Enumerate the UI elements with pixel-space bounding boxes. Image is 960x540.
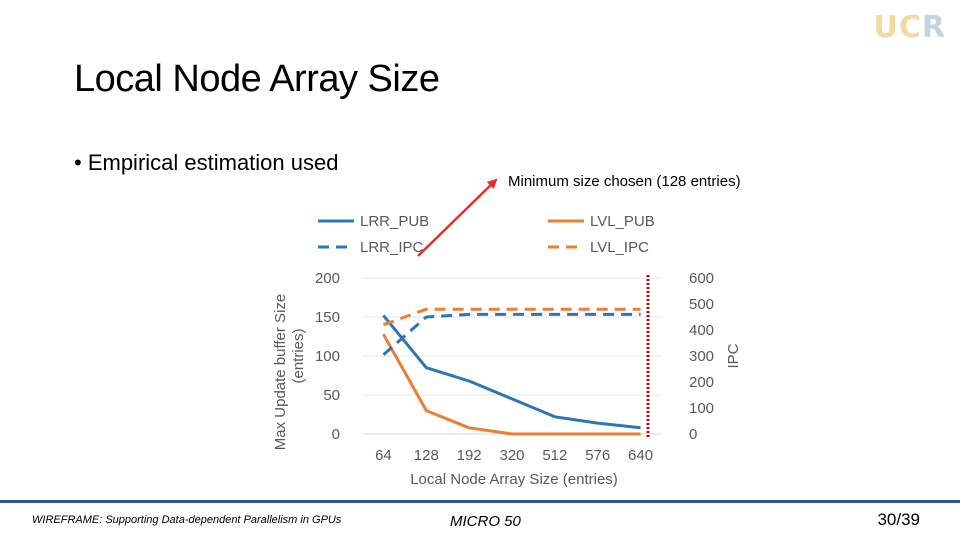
y-left-tick-label: 150 xyxy=(315,309,340,326)
x-tick-label: 512 xyxy=(542,447,567,464)
x-tick-label: 640 xyxy=(628,447,653,464)
x-tick-label: 320 xyxy=(499,447,524,464)
annotation-arrow xyxy=(417,178,498,257)
y-left-tick-label: 100 xyxy=(315,348,340,365)
y-left-tick-label: 0 xyxy=(332,426,340,443)
y-right-tick-label: 400 xyxy=(689,322,714,339)
chart-axes: 0 50 100 150 200 0 100 200 300 400 500 600 64 128 192 3… xyxy=(272,270,742,488)
legend-label: LVL_IPC xyxy=(590,239,649,256)
y-right-tick-label: 100 xyxy=(689,400,714,417)
x-tick-label: 128 xyxy=(414,447,439,464)
series-line-lrr_pub xyxy=(382,314,641,430)
series-line-lrr_ipc xyxy=(382,312,641,356)
x-tick-label: 64 xyxy=(375,447,392,464)
chart-legend: LRR_PUB LVL_PUB LRR_IPC LVL_IPC xyxy=(318,213,655,256)
page-number: 30/39 xyxy=(877,510,920,529)
x-tick-label: 192 xyxy=(457,447,482,464)
slide-title: Local Node Array Size xyxy=(74,58,440,100)
x-tick-label: 576 xyxy=(585,447,610,464)
chart-series xyxy=(382,307,641,436)
legend-label: LVL_PUB xyxy=(590,213,655,230)
footer-venue: MICRO 50 xyxy=(450,513,521,530)
y-left-tick-label: 200 xyxy=(315,270,340,287)
footer-paper-title: WIREFRAME: Supporting Data-dependent Par… xyxy=(32,514,342,526)
y-right-tick-label: 600 xyxy=(689,270,714,287)
y-left-axis-label-units: (entries) xyxy=(290,328,307,383)
ucr-logo: UCR xyxy=(873,10,946,45)
y-right-tick-label: 500 xyxy=(689,296,714,313)
y-left-tick-label: 50 xyxy=(323,387,340,404)
series-line-lvl_ipc xyxy=(382,307,641,327)
bullet-point: • Empirical estimation used xyxy=(74,150,339,175)
y-right-tick-label: 200 xyxy=(689,374,714,391)
legend-label: LRR_PUB xyxy=(360,213,429,230)
x-axis-label: Local Node Array Size (entries) xyxy=(410,471,618,488)
chart-grid xyxy=(362,277,662,435)
chart: LRR_PUB LVL_PUB LRR_IPC LVL_IPC 0 50 100 150 20… xyxy=(272,178,742,488)
y-right-axis-label: IPC xyxy=(725,343,742,368)
y-right-tick-label: 0 xyxy=(689,426,697,443)
series-line-lvl_pub xyxy=(382,333,641,436)
y-left-axis-label: Max Update buffer Size xyxy=(272,294,289,450)
legend-label: LRR_IPC xyxy=(360,239,424,256)
annotation-text: Minimum size chosen (128 entries) xyxy=(508,173,741,190)
footer-divider xyxy=(0,500,960,503)
y-right-tick-label: 300 xyxy=(689,348,714,365)
